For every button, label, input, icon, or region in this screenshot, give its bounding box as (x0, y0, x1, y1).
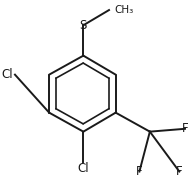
Text: F: F (176, 165, 183, 178)
Text: S: S (80, 19, 87, 32)
Text: Cl: Cl (78, 162, 89, 175)
Text: Cl: Cl (2, 68, 13, 81)
Text: F: F (136, 165, 143, 178)
Text: CH₃: CH₃ (115, 5, 134, 15)
Text: F: F (182, 122, 188, 135)
